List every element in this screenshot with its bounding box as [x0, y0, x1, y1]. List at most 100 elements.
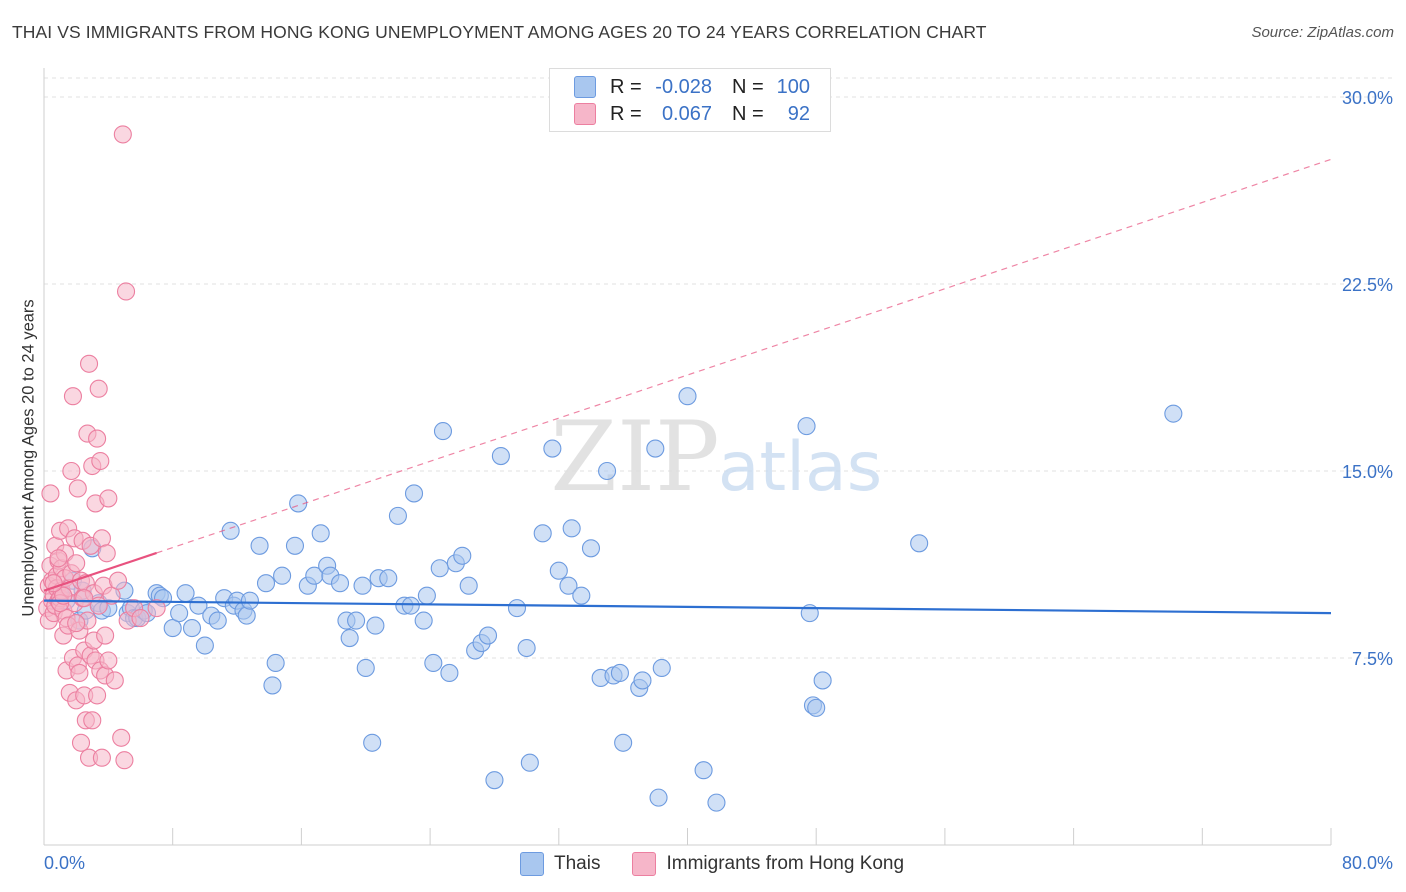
hong-kong-point	[88, 429, 107, 448]
chart-title: THAI VS IMMIGRANTS FROM HONG KONG UNEMPL…	[12, 22, 987, 42]
legend-swatch-thais	[574, 76, 596, 98]
thais-point	[176, 584, 195, 603]
hong-kong-point	[113, 125, 132, 144]
axes	[43, 68, 1332, 846]
hong-kong-point	[89, 379, 108, 398]
thais-point	[414, 611, 433, 630]
thais-point	[424, 653, 443, 673]
thais-point	[347, 611, 366, 630]
thais-point	[694, 761, 713, 780]
legend-r-label: R =	[610, 75, 642, 98]
hong-kong-point	[96, 626, 115, 645]
hong-kong-point	[105, 671, 124, 690]
stats-legend: R = -0.028 N = 100 R = 0.067 N = 92	[549, 68, 831, 132]
hong-kong-point	[131, 609, 150, 628]
thais-point	[614, 733, 633, 752]
y-tick-label: 15.0%	[1342, 462, 1393, 482]
hong-kong-point	[108, 571, 128, 590]
hong-kong-point	[92, 748, 111, 767]
thais-point	[366, 616, 385, 635]
thais-point	[250, 536, 269, 555]
hong-kong-point	[99, 651, 118, 670]
thais-point	[517, 638, 536, 658]
hong-kong-point	[62, 461, 81, 481]
thais-point	[388, 506, 407, 525]
hong-kong-trend-line	[43, 551, 157, 592]
legend-label-hong-kong: Immigrants from Hong Kong	[666, 853, 905, 874]
thais-point	[353, 576, 372, 595]
thais-point	[807, 698, 826, 717]
thais-point	[401, 596, 420, 615]
thais-point	[266, 653, 285, 673]
thais-point	[285, 536, 305, 555]
hong-kong-point	[83, 711, 102, 730]
legend-n-value: 92	[787, 102, 810, 125]
legend-n-label: N =	[732, 75, 764, 98]
legend-item-thais[interactable]: Thais	[520, 852, 600, 876]
x-tick-label-max: 80.0%	[1342, 853, 1393, 873]
thais-point	[562, 519, 581, 538]
hong-kong-point	[67, 554, 86, 573]
thais-point	[572, 586, 591, 605]
thais-point	[430, 559, 449, 578]
thais-point	[581, 539, 601, 558]
legend-label-thais: Thais	[554, 853, 601, 874]
thais-point	[256, 574, 276, 593]
thais-point	[652, 658, 671, 678]
legend-row-thais: R = -0.028 N = 100	[574, 74, 810, 100]
thais-point	[707, 793, 726, 812]
thais-point	[363, 733, 382, 752]
source-label: Source: ZipAtlas.com	[1251, 24, 1394, 41]
hong-kong-point	[116, 282, 136, 301]
hong-kong-point	[97, 544, 116, 563]
hong-kong-point	[67, 614, 86, 633]
series-legend: Thais Immigrants from Hong Kong	[520, 852, 936, 876]
hong-kong-point	[70, 663, 89, 683]
y-tick-label: 22.5%	[1342, 275, 1393, 295]
thais-point	[533, 524, 552, 543]
y-tick-label: 7.5%	[1352, 649, 1393, 669]
thais-point	[543, 439, 562, 458]
thais-point	[404, 484, 424, 503]
hong-kong-point	[44, 574, 63, 593]
thais-point	[491, 446, 510, 466]
thais-point	[433, 422, 453, 441]
thais-point	[237, 606, 256, 625]
hong-kong-point	[99, 489, 118, 508]
thais-point	[311, 524, 330, 543]
thais-point	[478, 626, 498, 645]
thais-point	[610, 663, 629, 683]
thais-point	[559, 576, 578, 595]
hong-kong-trend-extension	[156, 158, 1332, 554]
thais-point	[797, 417, 816, 436]
hong-kong-point	[41, 484, 60, 503]
hong-kong-point	[75, 589, 94, 608]
thais-point	[330, 574, 350, 593]
legend-r-value: -0.028	[655, 75, 712, 98]
thais-point	[507, 599, 527, 618]
thais-point	[520, 753, 539, 772]
thais-point	[649, 788, 668, 807]
hong-kong-point	[63, 387, 83, 406]
legend-n-label: N =	[732, 102, 764, 125]
thais-point	[813, 671, 832, 690]
hong-kong-point	[91, 451, 110, 471]
y-tick-label: 30.0%	[1342, 88, 1393, 108]
thais-point	[208, 611, 227, 630]
hong-kong-point	[92, 529, 111, 548]
watermark-zip: ZIP	[550, 401, 719, 513]
legend-item-hong-kong[interactable]: Immigrants from Hong Kong	[632, 852, 904, 876]
thais-point	[417, 586, 436, 605]
legend-n-value: 100	[776, 75, 810, 98]
thais-point	[163, 619, 182, 638]
hong-kong-point	[49, 549, 68, 568]
thais-point	[1164, 404, 1183, 423]
hong-kong-point	[68, 479, 87, 498]
thais-point	[598, 461, 617, 481]
thais-point	[263, 676, 282, 695]
grid-lines	[44, 77, 1392, 659]
thais-point	[273, 566, 292, 585]
hong-kong-point	[79, 354, 99, 373]
thais-point	[453, 546, 472, 565]
legend-r-label: R =	[610, 102, 642, 125]
